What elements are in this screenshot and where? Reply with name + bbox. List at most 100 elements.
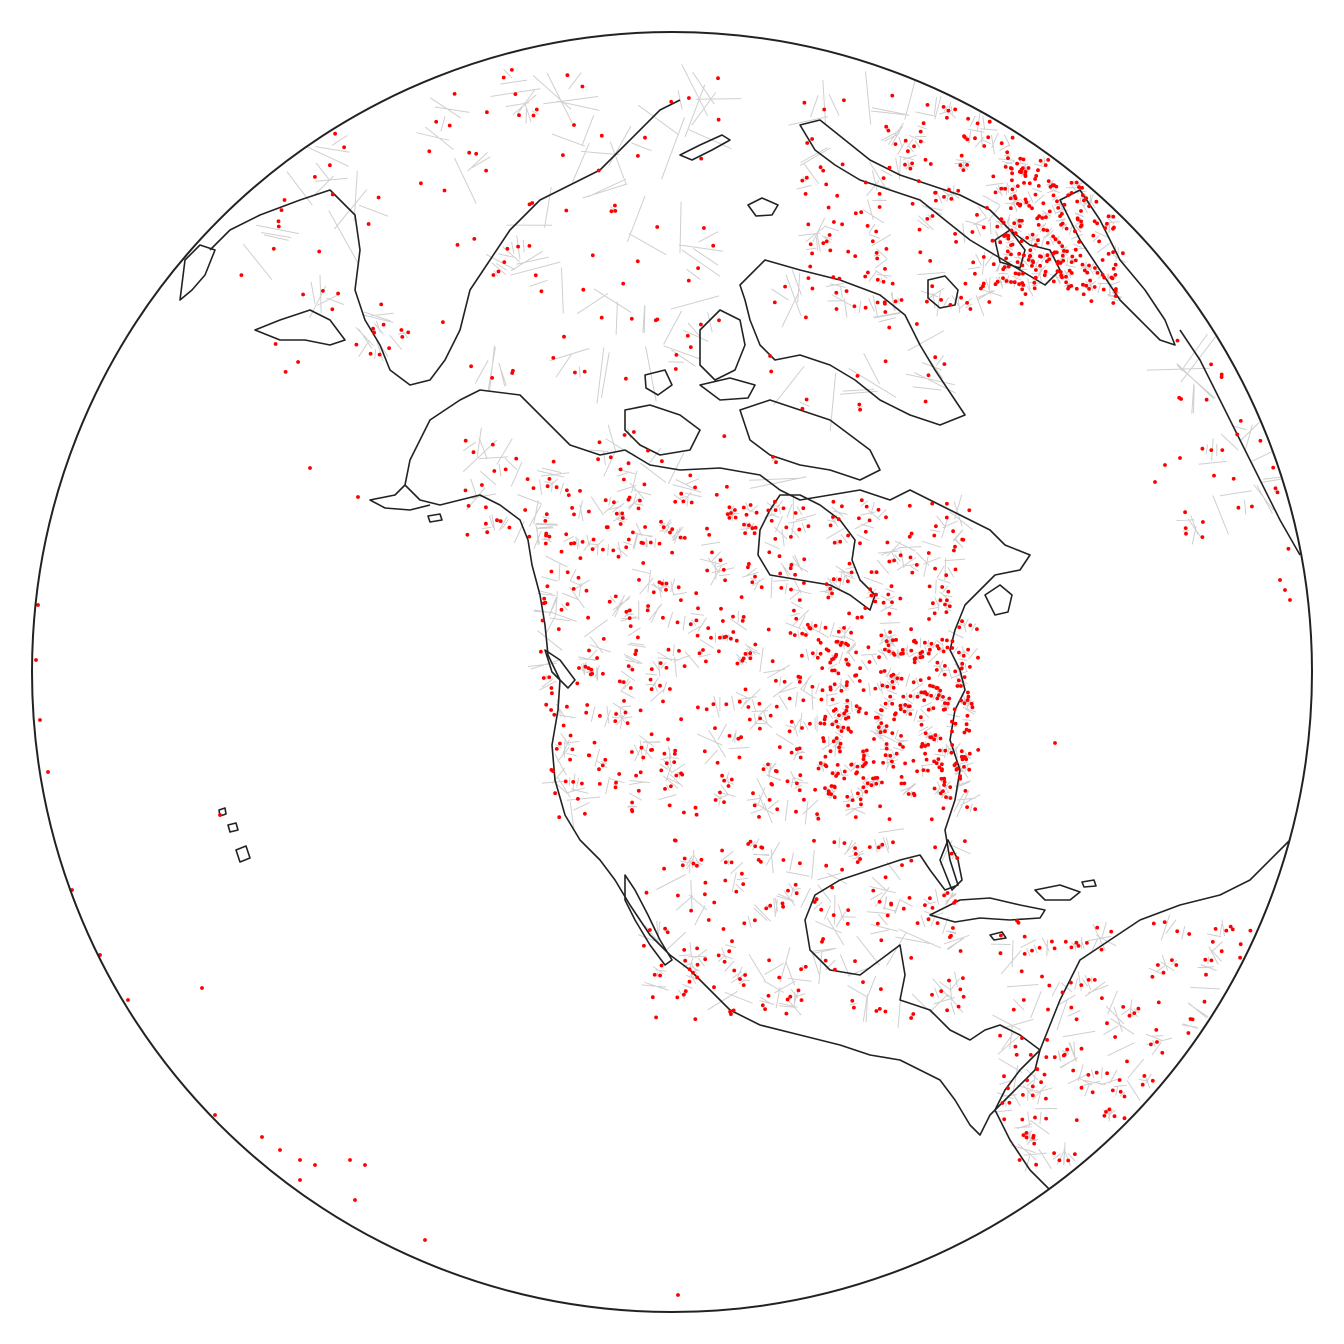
point-marker — [923, 744, 927, 748]
point-marker — [474, 151, 479, 156]
point-marker — [491, 273, 496, 277]
point-marker — [721, 619, 725, 623]
point-marker — [38, 718, 42, 722]
point-marker — [673, 499, 678, 504]
point-marker — [1013, 1044, 1018, 1049]
point-marker — [958, 774, 962, 778]
point-marker — [627, 495, 632, 500]
point-marker — [799, 998, 804, 1002]
point-marker — [863, 529, 868, 534]
point-marker — [785, 779, 790, 784]
point-marker — [1014, 1052, 1019, 1057]
point-marker — [1079, 1046, 1084, 1051]
point-marker — [1064, 274, 1068, 279]
point-marker — [1074, 1017, 1079, 1022]
point-marker — [824, 764, 829, 769]
point-marker — [876, 507, 881, 512]
point-marker — [387, 346, 391, 350]
point-marker — [857, 706, 862, 711]
point-marker — [747, 523, 751, 528]
point-marker — [863, 305, 868, 310]
point-marker — [576, 797, 580, 801]
point-marker — [1021, 998, 1026, 1002]
point-marker — [910, 161, 914, 166]
point-marker — [1106, 214, 1111, 219]
point-marker — [278, 1148, 282, 1152]
point-marker — [929, 735, 934, 739]
point-marker — [899, 676, 904, 681]
point-marker — [568, 733, 573, 738]
point-marker — [894, 638, 898, 642]
point-marker — [741, 505, 746, 510]
point-marker — [1009, 252, 1013, 257]
point-marker — [591, 537, 596, 542]
point-marker — [802, 581, 806, 585]
point-marker — [1071, 1068, 1076, 1073]
point-marker — [846, 908, 851, 912]
point-marker — [1027, 254, 1032, 259]
point-marker — [935, 660, 940, 665]
point-marker — [877, 192, 882, 196]
point-marker — [1100, 273, 1105, 277]
point-marker — [955, 856, 960, 860]
point-marker — [903, 138, 908, 143]
point-marker — [1089, 299, 1094, 303]
point-marker — [938, 736, 943, 741]
point-marker — [946, 701, 950, 706]
point-marker — [964, 722, 969, 727]
point-marker — [934, 668, 939, 672]
point-marker — [753, 918, 757, 923]
point-marker — [966, 690, 970, 695]
point-marker — [540, 618, 545, 623]
point-marker — [699, 857, 704, 862]
point-marker — [797, 527, 802, 532]
point-marker — [1036, 238, 1040, 243]
point-marker — [1002, 1117, 1007, 1122]
point-marker — [539, 289, 544, 294]
point-marker — [703, 892, 707, 897]
point-marker — [469, 364, 473, 369]
point-marker — [757, 815, 761, 819]
point-marker — [922, 698, 927, 703]
point-marker — [832, 682, 837, 687]
coastlines — [179, 99, 1311, 1201]
point-marker — [1101, 287, 1106, 292]
point-marker — [718, 558, 723, 563]
point-marker — [1111, 266, 1116, 271]
point-marker — [630, 809, 635, 814]
point-marker — [510, 68, 514, 72]
point-marker — [981, 255, 986, 259]
point-marker — [697, 651, 702, 656]
point-marker — [859, 210, 864, 215]
point-marker — [815, 812, 819, 816]
newfoundland-coastline — [984, 584, 1013, 616]
point-marker — [951, 529, 955, 534]
point-marker — [925, 692, 929, 697]
point-marker — [1204, 397, 1209, 402]
point-marker — [757, 701, 762, 706]
point-marker — [810, 651, 815, 656]
point-marker — [1081, 282, 1085, 287]
point-marker — [376, 195, 381, 200]
point-marker — [313, 1163, 317, 1167]
point-marker — [381, 322, 386, 327]
point-marker — [898, 596, 903, 601]
point-marker — [1051, 193, 1056, 198]
point-marker — [939, 298, 943, 302]
point-marker — [510, 371, 515, 375]
point-marker — [682, 992, 686, 997]
point-marker — [885, 684, 890, 689]
point-marker — [918, 250, 923, 255]
point-marker — [484, 521, 488, 526]
point-marker — [717, 318, 721, 323]
point-marker — [1174, 963, 1179, 967]
point-marker — [544, 533, 548, 538]
point-marker — [810, 684, 815, 689]
point-marker — [873, 776, 878, 780]
point-marker — [239, 273, 244, 277]
point-marker — [800, 178, 805, 183]
point-marker — [1073, 258, 1078, 263]
point-marker — [912, 657, 917, 661]
point-marker — [921, 768, 926, 772]
point-marker — [516, 244, 520, 249]
